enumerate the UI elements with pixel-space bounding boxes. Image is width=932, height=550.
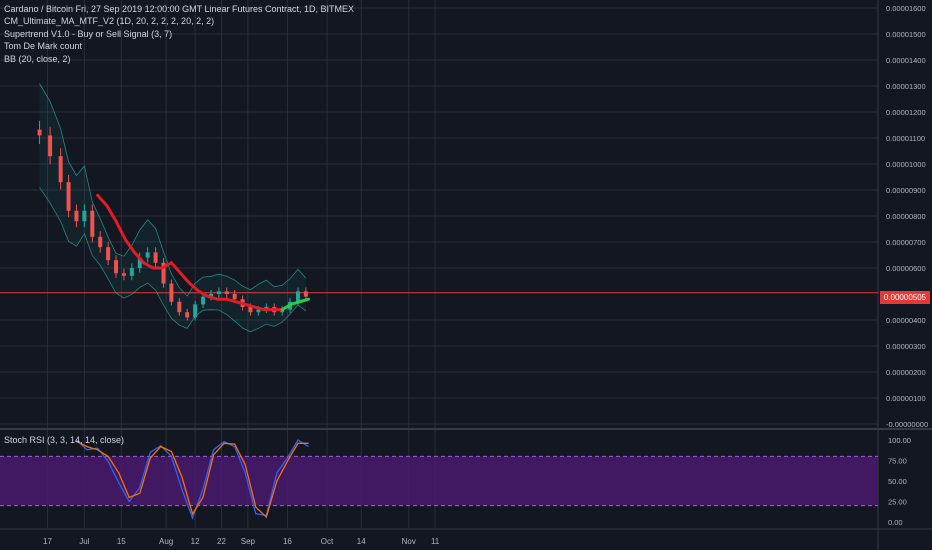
stoch-d-line [76,441,309,519]
candle-body [153,252,158,263]
price-axis-label: 0.00000700 [886,238,926,247]
price-axis-label: 0.00001600 [886,4,926,13]
rsi-axis-label: 100.00 [888,436,911,445]
candle-body [232,294,237,300]
symbol-title[interactable]: Cardano / Bitcoin Fri, 27 Sep 2019 12:00… [4,4,355,14]
current-price-tag: 0.00000505 [880,291,930,304]
candle-body [66,182,71,211]
candle-body [256,309,261,313]
time-axis-label: 12 [191,537,200,546]
bb-fill [39,83,306,332]
rsi-axis-label: 25.00 [888,498,907,507]
price-axis-label: 0.00000300 [886,342,926,351]
time-axis-label: Aug [159,537,173,546]
candle-body [185,312,190,318]
price-axis-label: 0.00000200 [886,368,926,377]
candle-body [295,291,300,302]
indicator-ma[interactable]: CM_Ultimate_MA_MTF_V2 (1D, 20, 2, 2, 2, … [4,16,215,27]
price-axis-label: 0.00001100 [886,134,925,143]
time-axis-label: 16 [283,537,292,546]
indicator-demark[interactable]: Tom De Mark count [4,41,83,52]
time-axis-label: Jul [79,537,89,546]
candle-body [74,210,79,222]
candle-body [106,247,111,261]
candle-body [90,210,95,237]
candle-body [58,156,63,183]
indicator-bb[interactable]: BB (20, close, 2) [4,53,71,64]
time-axis-label: Oct [321,537,334,546]
candle-body [193,304,198,318]
candle-body [37,129,42,136]
time-axis-label: 17 [43,537,52,546]
indicator-supertrend[interactable]: Supertrend V1.0 - Buy or Sell Signal (3,… [4,28,173,39]
candle-body [169,283,174,302]
ma-red-line [96,193,284,312]
rsi-axis-label: 50.00 [888,477,907,486]
candle-body [208,294,213,297]
price-axis-label: 0.00001200 [886,108,926,117]
ma-green-line [280,297,310,312]
time-axis-label: Sep [241,537,256,546]
price-axis-label: 0.00001400 [886,56,926,65]
price-axis-label: 0.00000400 [886,316,926,325]
price-axis-label: 0.00000600 [886,264,926,273]
bb-upper [39,83,307,297]
candle-body [137,257,142,268]
candle-body [303,291,308,297]
stoch-rsi-legend[interactable]: Stoch RSI (3, 3, 14, 14, close) [4,435,125,445]
candle-body [161,262,166,284]
stoch-k-line [76,439,309,520]
price-axis-label: -0.00000000 [886,420,928,429]
price-axis-label: 0.00001300 [886,82,926,91]
price-axis-label: 0.00001500 [886,30,926,39]
candle-body [145,252,150,258]
candle-body [177,301,182,313]
rsi-axis-label: 75.00 [888,457,907,466]
price-axis-label: 0.00000800 [886,212,926,221]
chart-legend: Cardano / Bitcoin Fri, 27 Sep 2019 12:00… [4,3,354,65]
candle-body [82,210,87,222]
rsi-axis-label: 0.00 [888,518,903,527]
time-axis-label: 14 [357,537,366,546]
candle-body [216,291,221,294]
candle-body [248,307,253,313]
price-axis-label: 0.00000100 [886,394,926,403]
candle-body [121,273,126,276]
price-axis-label: 0.00000900 [886,186,926,195]
price-axis-label: 0.00001000 [886,160,926,169]
time-axis-label: 11 [431,537,440,546]
candle-body [201,296,206,305]
bb-lower [39,187,307,333]
time-axis-label: 22 [217,537,226,546]
candle-body [129,268,134,276]
time-axis-label: Nov [402,537,416,546]
candle-body [114,260,119,274]
candle-body [48,135,53,157]
candle-body [224,291,229,294]
candle-body [98,236,103,248]
time-axis-label: 15 [117,537,126,546]
